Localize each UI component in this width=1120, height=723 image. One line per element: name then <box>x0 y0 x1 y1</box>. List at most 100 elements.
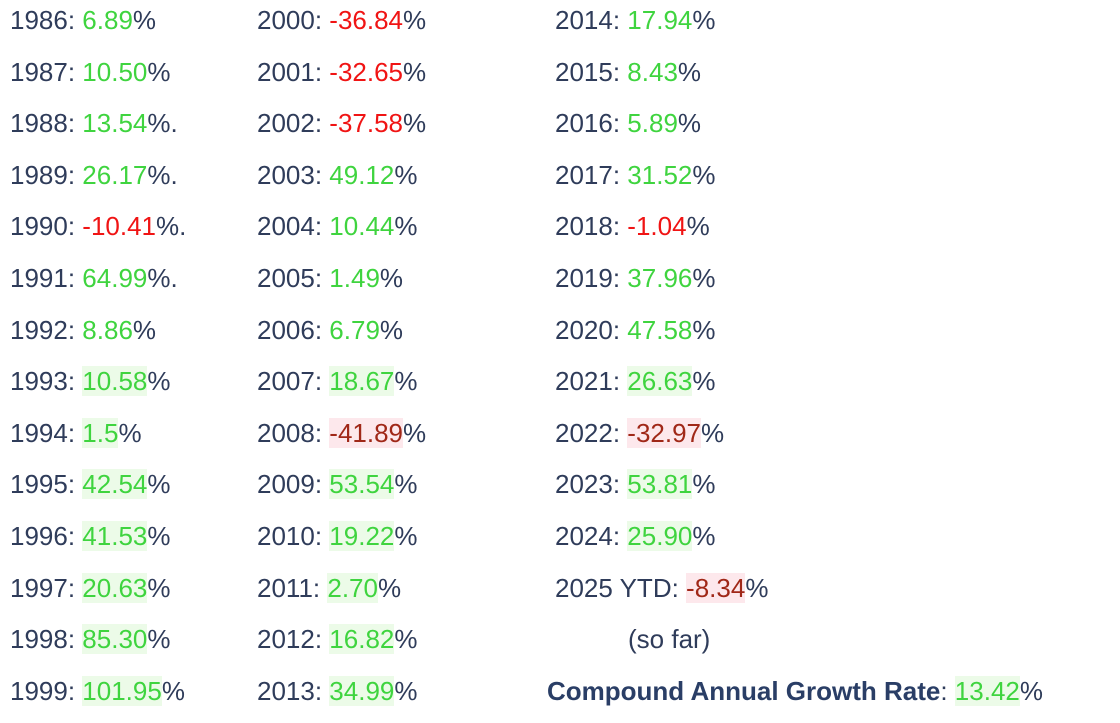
year-label: 2014 <box>555 5 613 35</box>
year-return-row: 2003: 49.12% <box>257 157 418 193</box>
year-label: 1999 <box>10 676 68 706</box>
year-return-row: 1999: 101.95% <box>10 673 185 709</box>
year-colon: : <box>312 573 328 603</box>
year-return-row: 2018: -1.04% <box>555 208 710 244</box>
year-label: 2015 <box>555 57 613 87</box>
percent-suffix: % <box>147 573 171 603</box>
year-colon: : <box>612 469 628 499</box>
year-return-row: 2014: 17.94% <box>555 2 716 38</box>
year-return-row: 1990: -10.41%. <box>10 208 186 244</box>
year-label: 2004 <box>257 211 315 241</box>
year-label: 1998 <box>10 624 68 654</box>
year-colon: : <box>314 676 330 706</box>
return-value: 20.63 <box>82 573 148 603</box>
year-colon: : <box>67 5 83 35</box>
year-label: 2020 <box>555 315 613 345</box>
percent-suffix: % <box>745 573 769 603</box>
return-value: 26.63 <box>627 366 693 396</box>
return-value: 47.58 <box>627 315 693 345</box>
percent-suffix: %. <box>147 263 178 293</box>
year-label: 2009 <box>257 469 315 499</box>
year-return-row: 2001: -32.65% <box>257 54 426 90</box>
year-return-row: 1994: 1.5% <box>10 415 142 451</box>
year-colon: : <box>314 160 330 190</box>
year-return-row: 2004: 10.44% <box>257 208 418 244</box>
year-colon: : <box>612 366 628 396</box>
percent-suffix: % <box>147 521 171 551</box>
year-label: 1992 <box>10 315 68 345</box>
year-colon: : <box>67 108 83 138</box>
return-value: 1.49 <box>329 263 380 293</box>
percent-suffix: % <box>677 108 702 138</box>
year-colon: : <box>314 263 330 293</box>
year-return-row: 1989: 26.17%. <box>10 157 178 193</box>
year-colon: : <box>612 263 628 293</box>
cagr-line: Compound Annual Growth Rate: 13.42% <box>547 673 1043 709</box>
percent-suffix: % <box>147 366 171 396</box>
percent-suffix: % <box>692 521 716 551</box>
year-label: 2024 <box>555 521 613 551</box>
year-colon: : <box>314 211 330 241</box>
year-colon: : <box>67 211 83 241</box>
year-colon: : <box>67 676 83 706</box>
year-label: 2002 <box>257 108 315 138</box>
percent-suffix: % <box>147 57 171 87</box>
year-colon: : <box>314 57 330 87</box>
year-return-row: 1998: 85.30% <box>10 621 171 657</box>
year-return-row: 2011: 2.70% <box>257 570 401 606</box>
year-return-row: 2022: -32.97% <box>555 415 724 451</box>
year-label: 2018 <box>555 211 613 241</box>
percent-suffix: % <box>403 5 427 35</box>
return-value: 42.54 <box>82 469 148 499</box>
year-label: 2001 <box>257 57 315 87</box>
year-return-row: 2024: 25.90% <box>555 518 716 554</box>
return-value: 5.89 <box>627 108 678 138</box>
return-value: -32.65 <box>329 57 404 87</box>
percent-suffix: % <box>377 573 402 603</box>
return-value: -10.41 <box>82 211 157 241</box>
year-label: 2003 <box>257 160 315 190</box>
year-return-row: 2015: 8.43% <box>555 54 701 90</box>
year-return-row: 2017: 31.52% <box>555 157 716 193</box>
percent-suffix: % <box>686 211 710 241</box>
ytd-note: (so far) <box>628 624 711 654</box>
year-label: 1991 <box>10 263 68 293</box>
return-value: 25.90 <box>627 521 693 551</box>
return-value: 53.54 <box>329 469 395 499</box>
return-value: -8.34 <box>686 573 746 603</box>
return-value: 8.43 <box>627 57 678 87</box>
year-colon: : <box>612 57 628 87</box>
year-colon: : <box>314 624 330 654</box>
year-label: 2000 <box>257 5 315 35</box>
percent-suffix: % <box>118 418 142 448</box>
year-colon: : <box>314 521 330 551</box>
year-colon: : <box>67 418 83 448</box>
return-value: 13.54 <box>82 108 148 138</box>
year-label: 1990 <box>10 211 68 241</box>
year-label: 2022 <box>555 418 613 448</box>
year-colon: : <box>67 624 83 654</box>
return-value: 18.67 <box>329 366 395 396</box>
year-label: 1986 <box>10 5 68 35</box>
year-return-row: 2005: 1.49% <box>257 260 403 296</box>
return-value: 53.81 <box>627 469 693 499</box>
return-value: 34.99 <box>329 676 395 706</box>
year-return-row: 2020: 47.58% <box>555 312 716 348</box>
year-return-row: 1996: 41.53% <box>10 518 171 554</box>
percent-suffix: % <box>701 418 725 448</box>
return-value: 10.50 <box>82 57 148 87</box>
percent-suffix: % <box>132 315 157 345</box>
year-label: 1987 <box>10 57 68 87</box>
year-return-row: 2006: 6.79% <box>257 312 403 348</box>
cagr-label: Compound Annual Growth Rate <box>547 676 941 706</box>
year-colon: : <box>314 469 330 499</box>
year-colon: : <box>612 108 628 138</box>
percent-suffix: % <box>394 211 418 241</box>
year-return-row: 1991: 64.99%. <box>10 260 178 296</box>
percent-suffix: % <box>394 521 418 551</box>
year-label: 2008 <box>257 418 315 448</box>
return-value: 10.44 <box>329 211 395 241</box>
year-label: 2006 <box>257 315 315 345</box>
year-colon: : <box>67 57 83 87</box>
year-label: 2023 <box>555 469 613 499</box>
